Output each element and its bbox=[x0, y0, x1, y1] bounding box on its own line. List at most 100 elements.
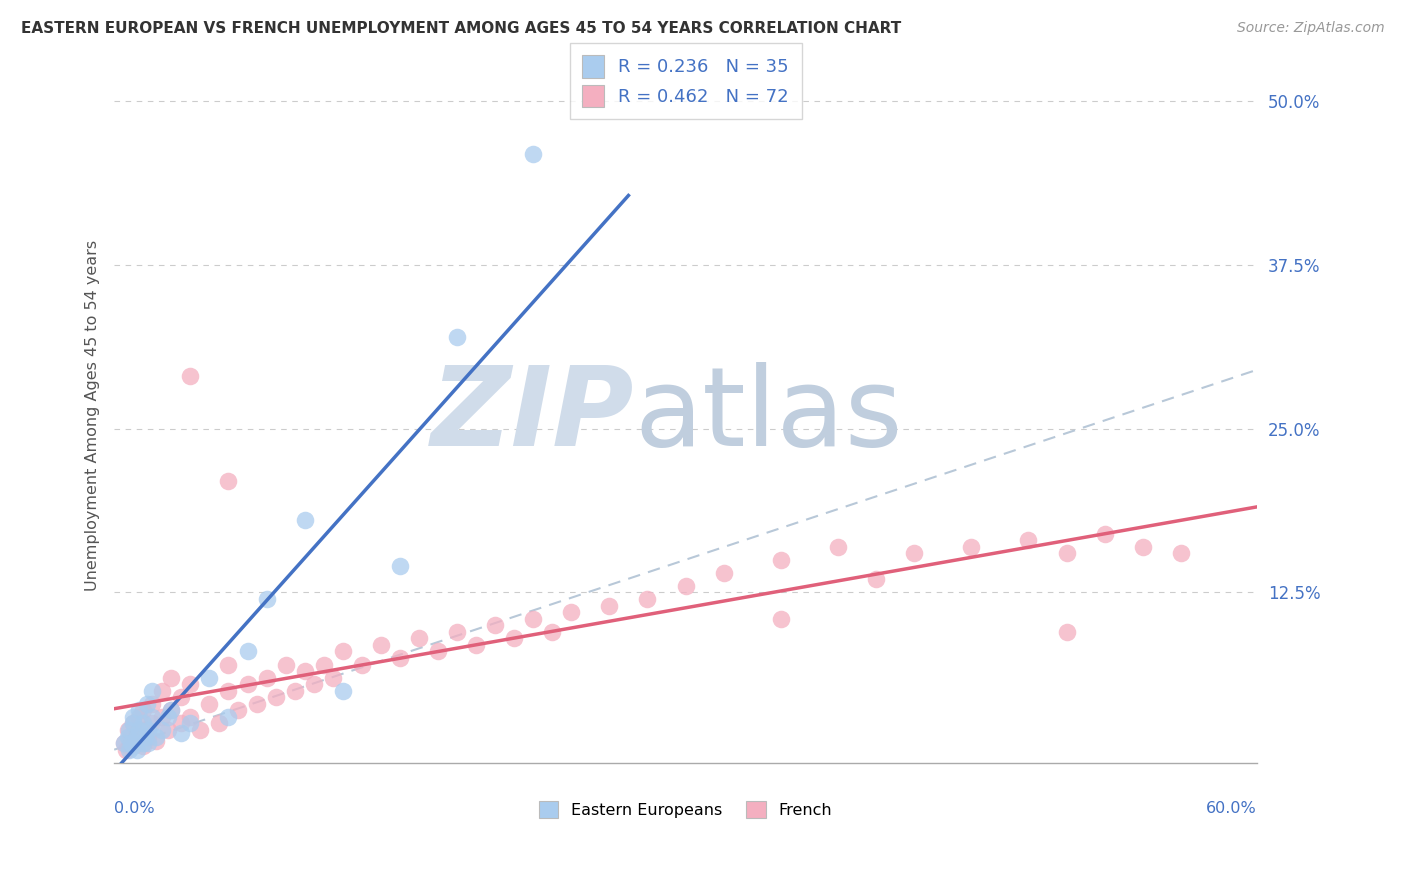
Point bbox=[138, 736, 160, 750]
Point bbox=[122, 739, 145, 753]
Point bbox=[827, 540, 849, 554]
Point bbox=[503, 632, 526, 646]
Point bbox=[141, 716, 163, 731]
Point bbox=[408, 632, 430, 646]
Point bbox=[208, 716, 231, 731]
Point bbox=[198, 697, 221, 711]
Point bbox=[246, 697, 269, 711]
Point bbox=[141, 697, 163, 711]
Text: ZIP: ZIP bbox=[430, 362, 634, 469]
Point bbox=[138, 723, 160, 737]
Point bbox=[170, 725, 193, 739]
Point bbox=[332, 683, 354, 698]
Point bbox=[118, 742, 141, 756]
Point bbox=[156, 723, 179, 737]
Point bbox=[865, 573, 887, 587]
Point bbox=[125, 725, 148, 739]
Point bbox=[465, 638, 488, 652]
Point bbox=[236, 677, 259, 691]
Point bbox=[1170, 546, 1192, 560]
Point bbox=[188, 723, 211, 737]
Point bbox=[112, 736, 135, 750]
Point bbox=[156, 710, 179, 724]
Point bbox=[134, 723, 156, 737]
Point bbox=[217, 683, 239, 698]
Point bbox=[122, 736, 145, 750]
Point bbox=[1017, 533, 1039, 547]
Y-axis label: Unemployment Among Ages 45 to 54 years: Unemployment Among Ages 45 to 54 years bbox=[86, 240, 100, 591]
Point bbox=[122, 710, 145, 724]
Point bbox=[128, 703, 150, 717]
Point bbox=[125, 730, 148, 744]
Point bbox=[264, 690, 287, 705]
Point bbox=[217, 474, 239, 488]
Point bbox=[170, 716, 193, 731]
Point bbox=[446, 624, 468, 639]
Point bbox=[1056, 546, 1078, 560]
Point bbox=[125, 742, 148, 756]
Text: atlas: atlas bbox=[634, 362, 903, 469]
Point bbox=[484, 618, 506, 632]
Point bbox=[226, 703, 249, 717]
Point bbox=[284, 683, 307, 698]
Point bbox=[598, 599, 620, 613]
Point bbox=[522, 612, 544, 626]
Point bbox=[132, 703, 155, 717]
Point bbox=[160, 703, 183, 717]
Point bbox=[350, 657, 373, 672]
Point bbox=[1132, 540, 1154, 554]
Point bbox=[118, 723, 141, 737]
Point bbox=[117, 730, 139, 744]
Point bbox=[294, 664, 316, 678]
Point bbox=[302, 677, 325, 691]
Point bbox=[122, 716, 145, 731]
Point bbox=[132, 739, 155, 753]
Point bbox=[236, 644, 259, 658]
Point bbox=[160, 703, 183, 717]
Point bbox=[141, 683, 163, 698]
Point bbox=[150, 683, 173, 698]
Point bbox=[135, 697, 157, 711]
Point bbox=[117, 723, 139, 737]
Text: 60.0%: 60.0% bbox=[1206, 801, 1257, 816]
Point bbox=[118, 739, 141, 753]
Point bbox=[217, 710, 239, 724]
Point bbox=[138, 730, 160, 744]
Point bbox=[322, 671, 344, 685]
Point bbox=[150, 723, 173, 737]
Point bbox=[179, 716, 201, 731]
Point bbox=[388, 651, 411, 665]
Point bbox=[122, 716, 145, 731]
Point bbox=[145, 730, 167, 744]
Point bbox=[256, 671, 278, 685]
Point bbox=[960, 540, 983, 554]
Point bbox=[128, 710, 150, 724]
Point bbox=[217, 657, 239, 672]
Point bbox=[120, 730, 142, 744]
Point bbox=[370, 638, 392, 652]
Point bbox=[637, 592, 659, 607]
Point bbox=[1094, 526, 1116, 541]
Point bbox=[112, 736, 135, 750]
Point bbox=[294, 513, 316, 527]
Point bbox=[713, 566, 735, 580]
Point bbox=[141, 710, 163, 724]
Point bbox=[145, 733, 167, 747]
Point bbox=[120, 736, 142, 750]
Point bbox=[388, 559, 411, 574]
Text: EASTERN EUROPEAN VS FRENCH UNEMPLOYMENT AMONG AGES 45 TO 54 YEARS CORRELATION CH: EASTERN EUROPEAN VS FRENCH UNEMPLOYMENT … bbox=[21, 21, 901, 36]
Point bbox=[132, 716, 155, 731]
Point bbox=[332, 644, 354, 658]
Point bbox=[769, 553, 792, 567]
Point bbox=[427, 644, 450, 658]
Point bbox=[160, 671, 183, 685]
Point bbox=[114, 742, 136, 756]
Point bbox=[150, 710, 173, 724]
Point bbox=[769, 612, 792, 626]
Point bbox=[134, 730, 156, 744]
Point bbox=[132, 736, 155, 750]
Point bbox=[446, 330, 468, 344]
Point bbox=[274, 657, 297, 672]
Point bbox=[312, 657, 335, 672]
Point bbox=[560, 605, 582, 619]
